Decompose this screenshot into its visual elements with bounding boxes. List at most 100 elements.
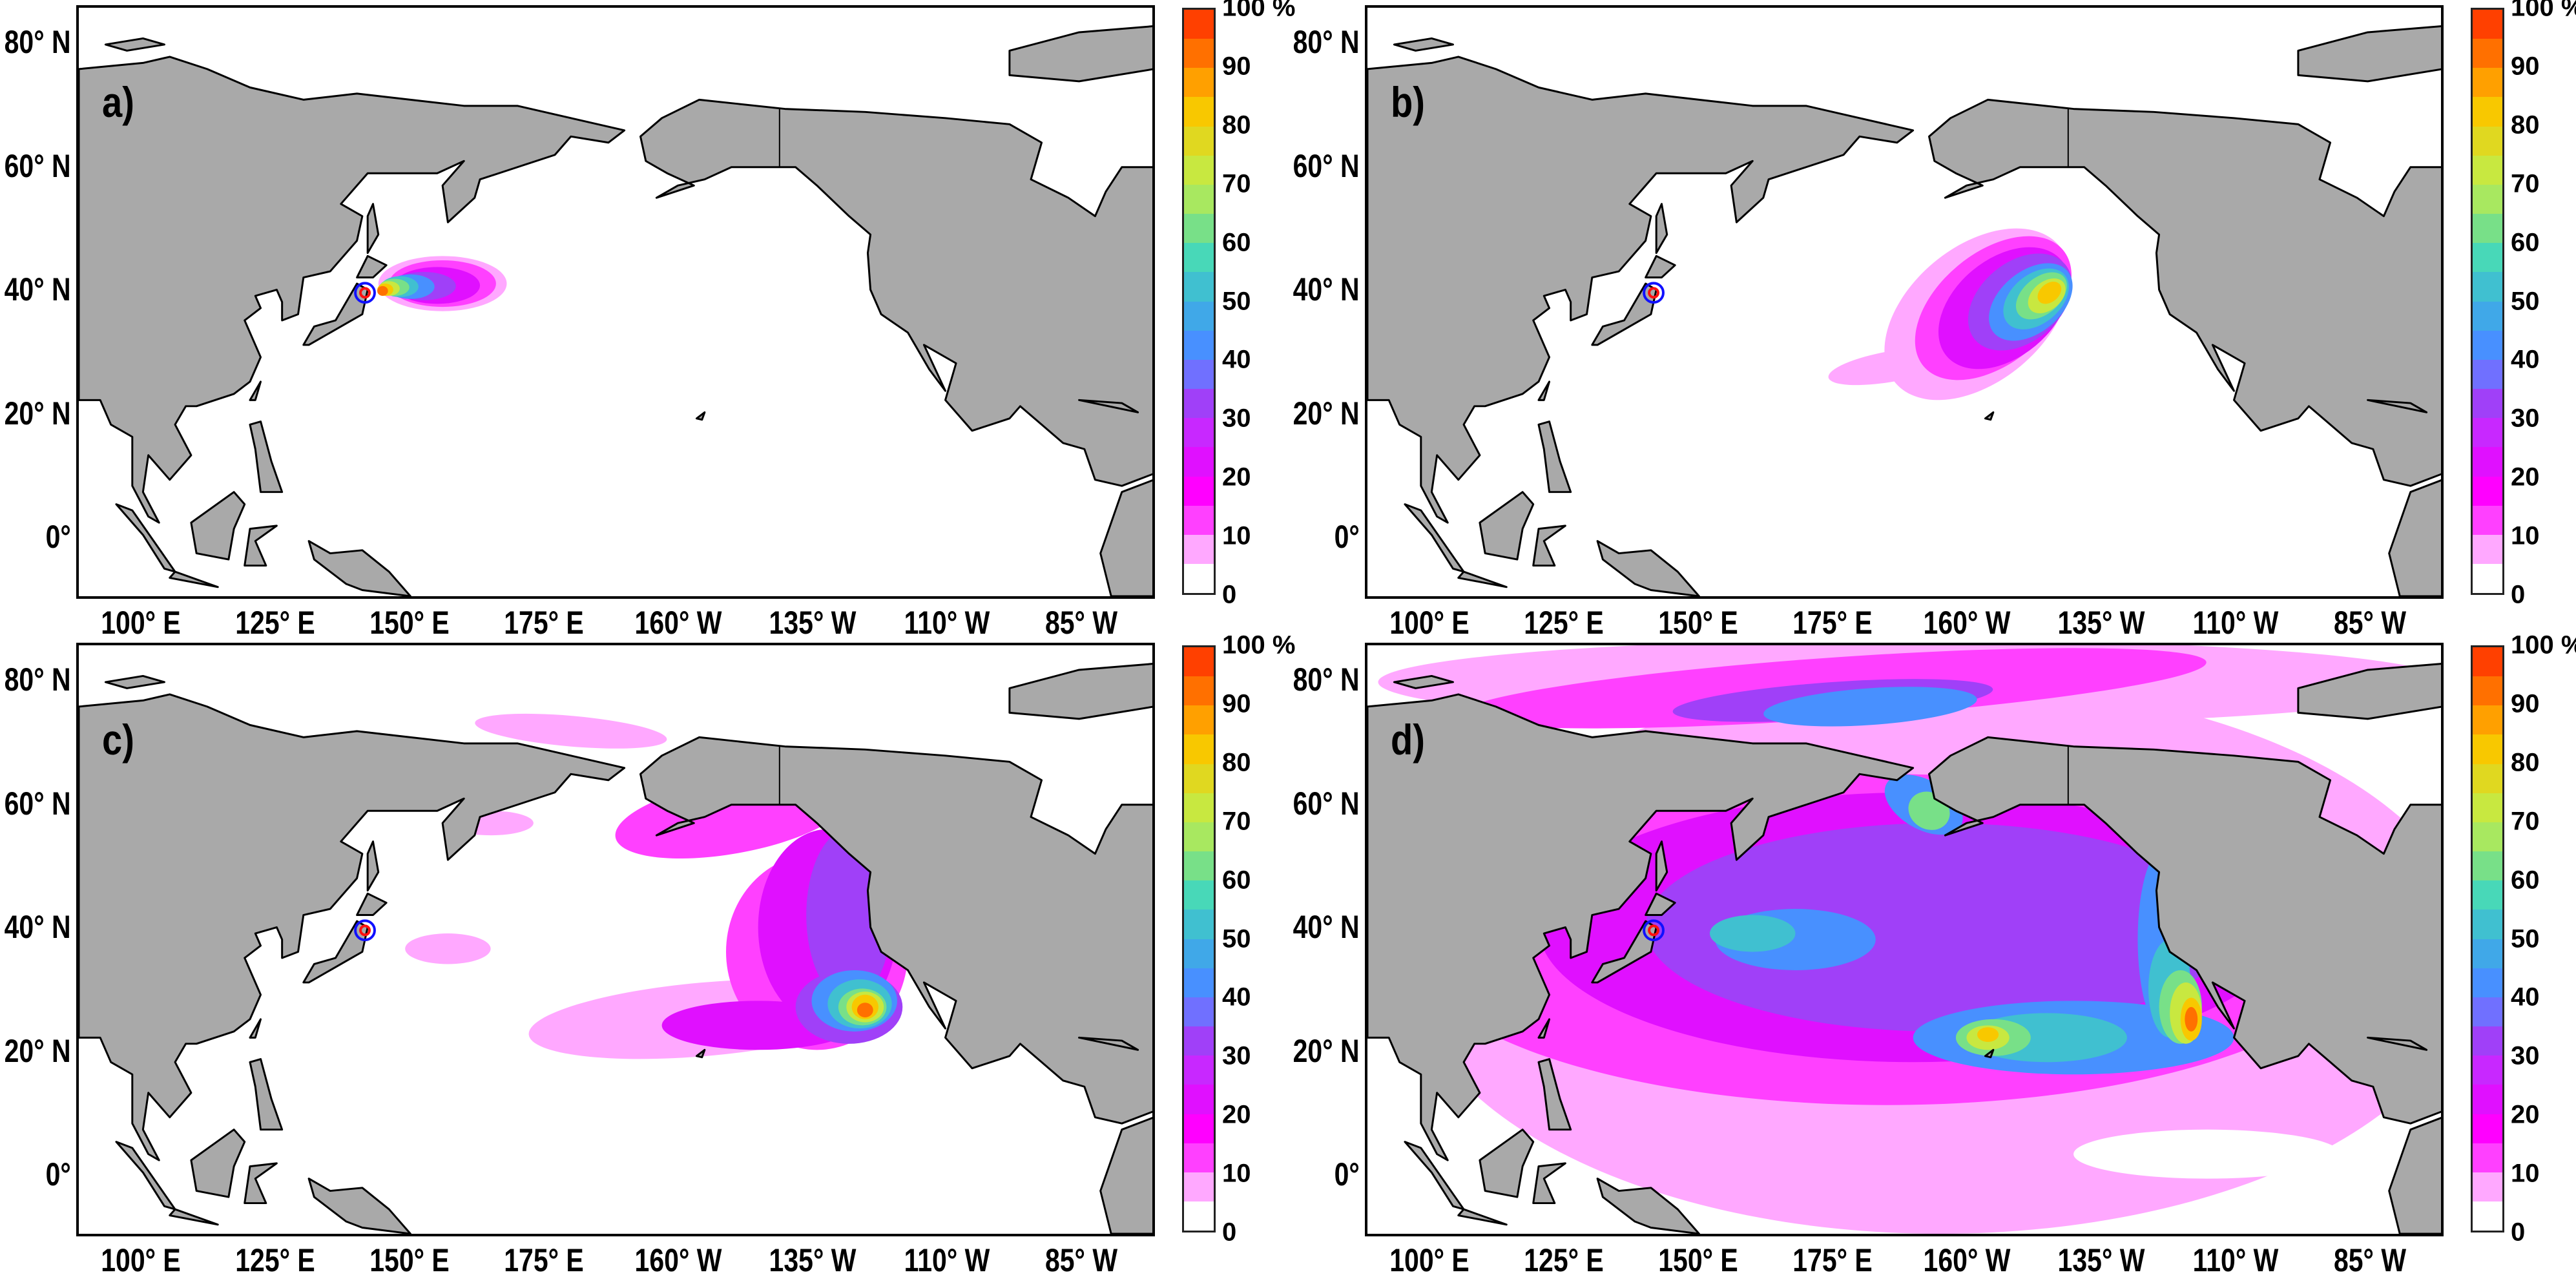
land-taiwan xyxy=(1537,380,1551,401)
colorbar-tick-label: 70 xyxy=(2511,169,2540,198)
colorbar-swatch xyxy=(2473,968,2502,997)
land-novaya xyxy=(1393,674,1454,689)
lon-tick-label: 175° E xyxy=(1792,1242,1873,1278)
colorbar-swatch xyxy=(2473,1201,2502,1231)
colorbar-swatch xyxy=(1184,447,1214,477)
colorbar-swatch xyxy=(1184,272,1214,302)
colorbar-swatch xyxy=(1184,764,1214,793)
colorbar-tick-label: 40 xyxy=(1222,983,1251,1012)
colorbar-swatch xyxy=(1184,68,1214,98)
colorbar-tick-label: 40 xyxy=(1222,345,1251,374)
land-southamerica xyxy=(1099,1117,1152,1234)
colorbar xyxy=(2471,645,2504,1232)
lon-tick-label: 110° W xyxy=(904,1242,990,1278)
land-sulawesi xyxy=(1532,525,1566,567)
colorbar-tick-label: 90 xyxy=(2511,52,2540,81)
source-outer-circle-icon xyxy=(354,282,376,304)
lon-tick-label: 125° E xyxy=(1524,1242,1604,1278)
colorbar-swatch xyxy=(2473,97,2502,127)
lon-tick-label: 150° E xyxy=(369,605,450,641)
land-arctic_islands xyxy=(1008,25,1152,83)
colorbar-swatch xyxy=(1184,39,1214,68)
land-borneo xyxy=(190,491,246,561)
colorbar-tick-label: 80 xyxy=(2511,748,2540,777)
land-philippines xyxy=(1537,1058,1572,1131)
colorbar-swatch xyxy=(1184,968,1214,997)
colorbar-swatch xyxy=(1184,534,1214,564)
colorbar-tick-label: 50 xyxy=(2511,287,2540,315)
map-area xyxy=(76,5,1155,599)
lat-tick-label: 80° N xyxy=(4,661,71,698)
colorbar-tick-label: 10 xyxy=(1222,1159,1251,1188)
concentration-contour-90 xyxy=(377,286,388,296)
lat-tick-label: 40° N xyxy=(1293,909,1360,946)
colorbar-swatch xyxy=(2473,705,2502,735)
colorbar-swatch xyxy=(2473,214,2502,244)
source-outer-circle-icon xyxy=(354,919,376,942)
lat-tick-label: 80° N xyxy=(4,24,71,61)
colorbar-swatch xyxy=(1184,330,1214,360)
colorbar-swatch xyxy=(1184,997,1214,1027)
colorbar-swatch xyxy=(1184,734,1214,764)
land-newguinea xyxy=(1596,1178,1700,1234)
colorbar-swatch xyxy=(1184,563,1214,594)
lon-tick-label: 175° E xyxy=(1792,605,1873,641)
land-asia xyxy=(1367,693,1915,1161)
land-borneo xyxy=(1479,1128,1535,1198)
colorbar-swatch xyxy=(1184,359,1214,390)
colorbar-swatch xyxy=(2473,676,2502,706)
lat-tick-label: 40° N xyxy=(4,909,71,946)
colorbar-tick-label: 70 xyxy=(1222,169,1251,198)
land-sumatra xyxy=(115,1141,176,1211)
colorbar-swatch xyxy=(2473,330,2502,360)
colorbar-swatch xyxy=(2473,418,2502,448)
colorbar-tick-label: 70 xyxy=(2511,807,2540,836)
lon-tick-label: 110° W xyxy=(2192,1242,2279,1278)
colorbar-tick-label: 20 xyxy=(2511,1100,2540,1129)
colorbar-swatch xyxy=(2473,734,2502,764)
colorbar-swatch xyxy=(1184,97,1214,127)
map-panel-a: a) 80° N 60° N 40° N 20° N 0° 100° E 125° E 150°… xyxy=(0,0,1295,641)
colorbar-swatch xyxy=(1184,301,1214,331)
lat-tick-label: 0° xyxy=(45,1156,71,1193)
colorbar-swatch xyxy=(2473,68,2502,98)
land-northamerica xyxy=(1928,98,2441,487)
colorbar-swatch xyxy=(1184,155,1214,185)
map-area xyxy=(76,643,1155,1236)
concentration-contour-5 xyxy=(475,713,667,749)
land-hawaii xyxy=(695,411,706,421)
lat-tick-label: 60° N xyxy=(4,785,71,822)
lon-tick-label: 100° E xyxy=(101,1242,181,1278)
land-hawaii xyxy=(695,1048,706,1059)
land-taiwan xyxy=(249,380,262,401)
land-hokkaido xyxy=(1645,892,1676,917)
colorbar-tick-label: 10 xyxy=(1222,521,1251,550)
colorbar-tick-label: 40 xyxy=(2511,983,2540,1012)
colorbar-tick-label: 50 xyxy=(1222,287,1251,315)
colorbar-swatch xyxy=(1184,793,1214,822)
land-newguinea xyxy=(307,540,411,596)
map-svg xyxy=(1367,645,2441,1234)
colorbar-tick-label: 0 xyxy=(2511,1218,2526,1247)
land-novaya xyxy=(104,37,165,52)
lon-tick-label: 160° W xyxy=(634,1242,722,1278)
concentration-contour-30 xyxy=(1645,823,2234,1032)
colorbar-swatch xyxy=(1184,939,1214,968)
land-hawaii xyxy=(1984,411,1995,421)
lon-tick-label: 135° W xyxy=(769,605,857,641)
colorbar-swatch xyxy=(2473,880,2502,910)
land-sakhalin xyxy=(1655,840,1668,892)
colorbar-tick-label: 60 xyxy=(2511,866,2540,895)
colorbar-tick-label: 60 xyxy=(2511,228,2540,257)
land-sumatra xyxy=(1404,1141,1465,1211)
land-sakhalin xyxy=(366,203,380,255)
source-inner-circle-icon xyxy=(1648,287,1659,299)
panel-label: d) xyxy=(1391,716,1425,764)
land-arctic_islands xyxy=(2297,25,2441,83)
map-svg xyxy=(1367,25,2441,596)
land-southamerica xyxy=(2388,1117,2441,1234)
land-honshu xyxy=(1591,282,1657,346)
colorbar-swatch xyxy=(1184,243,1214,273)
colorbar-swatch xyxy=(2473,563,2502,594)
land-sakhalin xyxy=(1655,203,1668,255)
